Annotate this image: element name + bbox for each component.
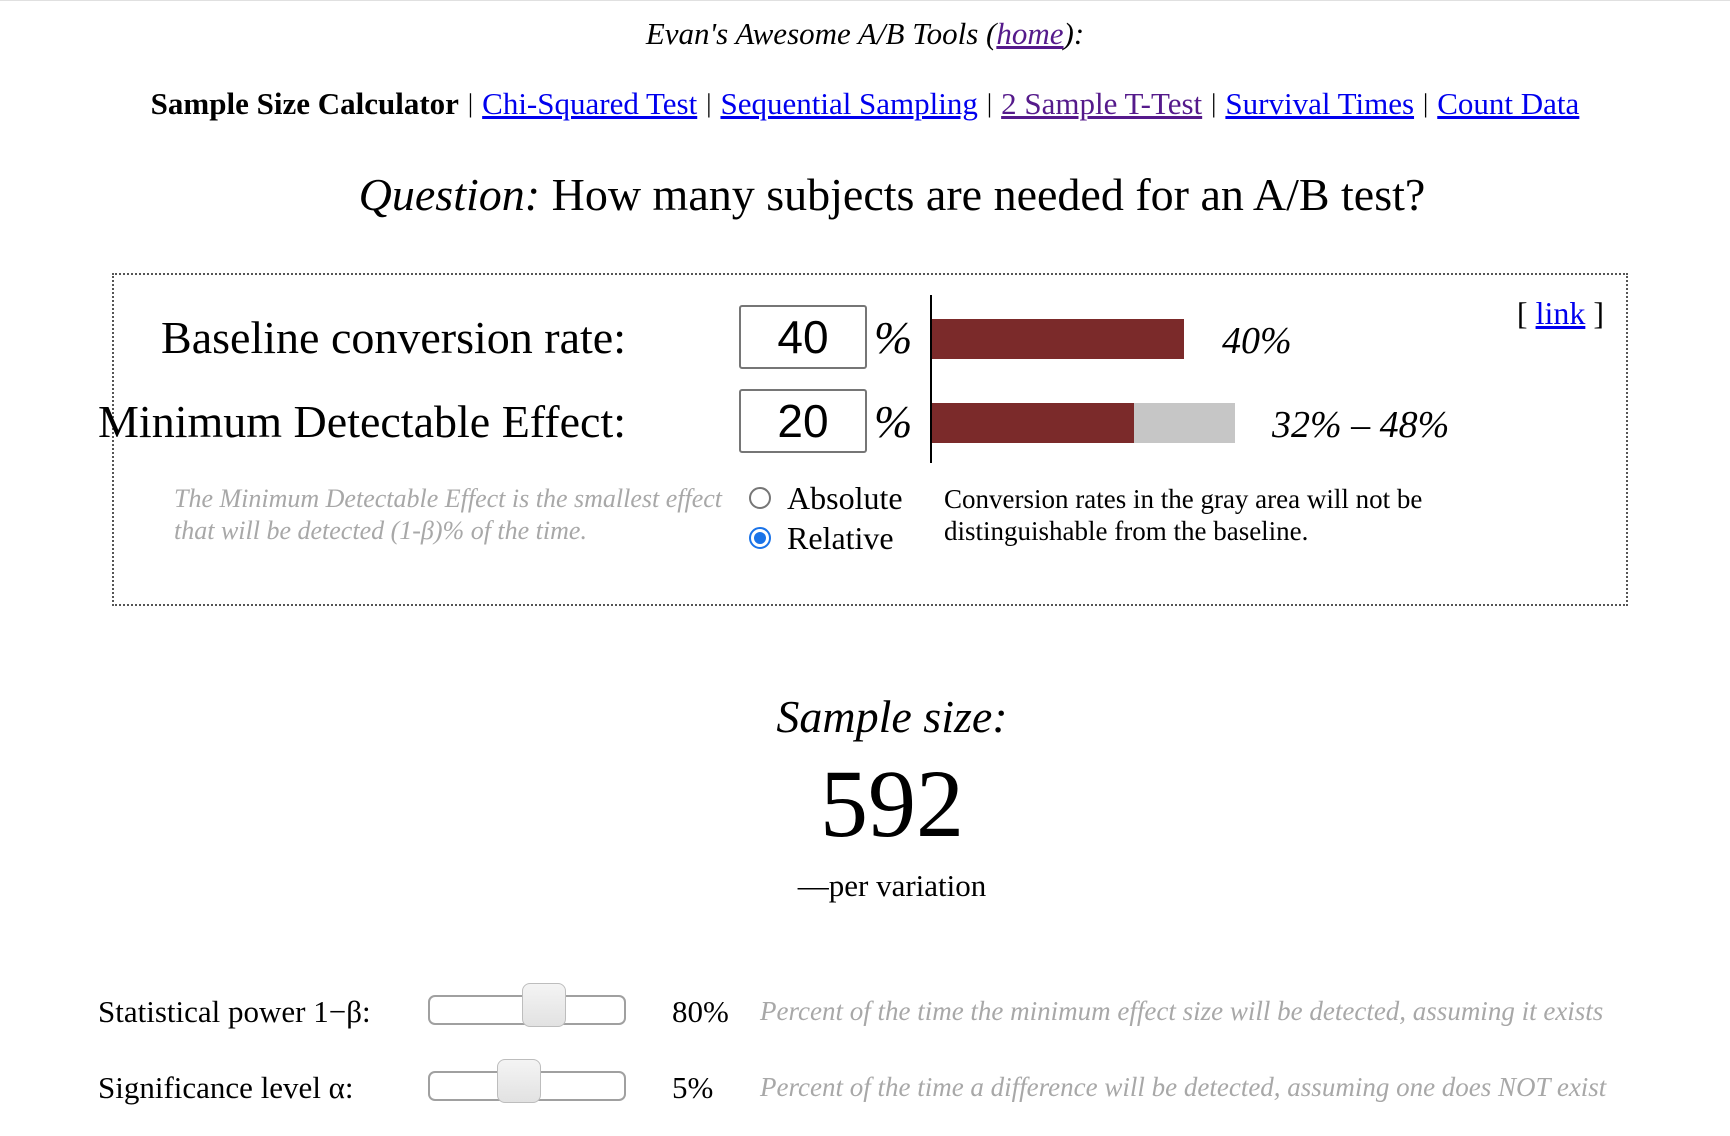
sample-size-subtitle: —per variation bbox=[797, 868, 987, 903]
nav-link-count-data[interactable]: Count Data bbox=[1437, 86, 1580, 121]
alpha-slider-thumb[interactable] bbox=[497, 1059, 541, 1103]
permalink: [ link ] bbox=[1517, 295, 1604, 332]
tool-nav: Sample Size Calculator | Chi-Squared Test |… bbox=[0, 86, 1730, 122]
question-prefix: Question: bbox=[358, 169, 541, 220]
permalink-bracket-open: [ bbox=[1516, 295, 1536, 331]
relative-radio[interactable] bbox=[749, 527, 771, 549]
sample-size-value: 592 bbox=[820, 750, 964, 857]
power-value: 80% bbox=[672, 994, 729, 1029]
mde-bar bbox=[932, 403, 1532, 443]
permalink-link[interactable]: link bbox=[1535, 295, 1586, 331]
nav-link-sequential-sampling[interactable]: Sequential Sampling bbox=[720, 86, 978, 121]
mode-option-absolute[interactable]: Absolute bbox=[749, 479, 903, 517]
relative-label: Relative bbox=[787, 519, 894, 556]
mde-explanation: The Minimum Detectable Effect is the sma… bbox=[174, 484, 723, 545]
top-border bbox=[0, 0, 1730, 1]
gray-area-note: Conversion rates in the gray area will n… bbox=[944, 484, 1423, 546]
permalink-bracket-close: ] bbox=[1585, 295, 1604, 331]
nav-separator: | bbox=[986, 89, 993, 118]
mde-bar-low-fill bbox=[932, 403, 1134, 443]
nav-link-t-test[interactable]: 2 Sample T-Test bbox=[1001, 86, 1203, 121]
question-text: How many subjects are needed for an A/B … bbox=[540, 169, 1426, 220]
nav-separator: | bbox=[1211, 89, 1217, 118]
mde-unit: % bbox=[874, 396, 913, 447]
calculator-panel: [ link ] Baseline conversion rate: % Min… bbox=[98, 273, 1628, 606]
power-label: Statistical power 1−β: bbox=[98, 994, 371, 1029]
absolute-radio[interactable] bbox=[749, 487, 771, 509]
bar-axis-line bbox=[930, 295, 932, 463]
mde-input[interactable] bbox=[739, 389, 867, 453]
site-header: Evan's Awesome A/B Tools (home): bbox=[0, 16, 1730, 52]
mode-option-relative[interactable]: Relative bbox=[749, 519, 894, 557]
baseline-bar-label: 40% bbox=[1222, 320, 1292, 362]
alpha-description: Percent of the time a difference will be… bbox=[760, 1072, 1607, 1102]
mde-bar-gray-range bbox=[1134, 403, 1235, 443]
page-question: Question: How many subjects are needed f… bbox=[0, 168, 1730, 221]
alpha-value: 5% bbox=[672, 1070, 714, 1105]
absolute-label: Absolute bbox=[787, 479, 903, 516]
mde-label: Minimum Detectable Effect: bbox=[98, 396, 626, 447]
nav-current-sample-size: Sample Size Calculator bbox=[150, 86, 459, 121]
baseline-bar-fill bbox=[932, 319, 1184, 359]
nav-link-chi-squared[interactable]: Chi-Squared Test bbox=[482, 86, 698, 121]
power-slider[interactable] bbox=[428, 983, 626, 1027]
mde-bar-label: 32% – 48% bbox=[1272, 404, 1450, 446]
baseline-rate-input[interactable] bbox=[739, 305, 867, 369]
nav-separator: | bbox=[706, 89, 712, 118]
nav-separator: | bbox=[467, 89, 474, 118]
baseline-bar bbox=[932, 319, 1532, 359]
alpha-label: Significance level α: bbox=[98, 1070, 354, 1105]
baseline-label: Baseline conversion rate: bbox=[161, 312, 626, 363]
header-suffix: ): bbox=[1063, 16, 1085, 51]
sample-size-title: Sample size: bbox=[776, 691, 1008, 742]
nav-separator: | bbox=[1423, 89, 1429, 118]
alpha-slider[interactable] bbox=[428, 1059, 626, 1103]
header-prefix: Evan's Awesome A/B Tools ( bbox=[645, 16, 997, 51]
home-link[interactable]: home bbox=[996, 16, 1064, 51]
power-slider-thumb[interactable] bbox=[522, 983, 566, 1027]
nav-link-survival-times[interactable]: Survival Times bbox=[1225, 86, 1415, 121]
baseline-unit: % bbox=[874, 312, 913, 363]
power-description: Percent of the time the minimum effect s… bbox=[760, 996, 1604, 1026]
